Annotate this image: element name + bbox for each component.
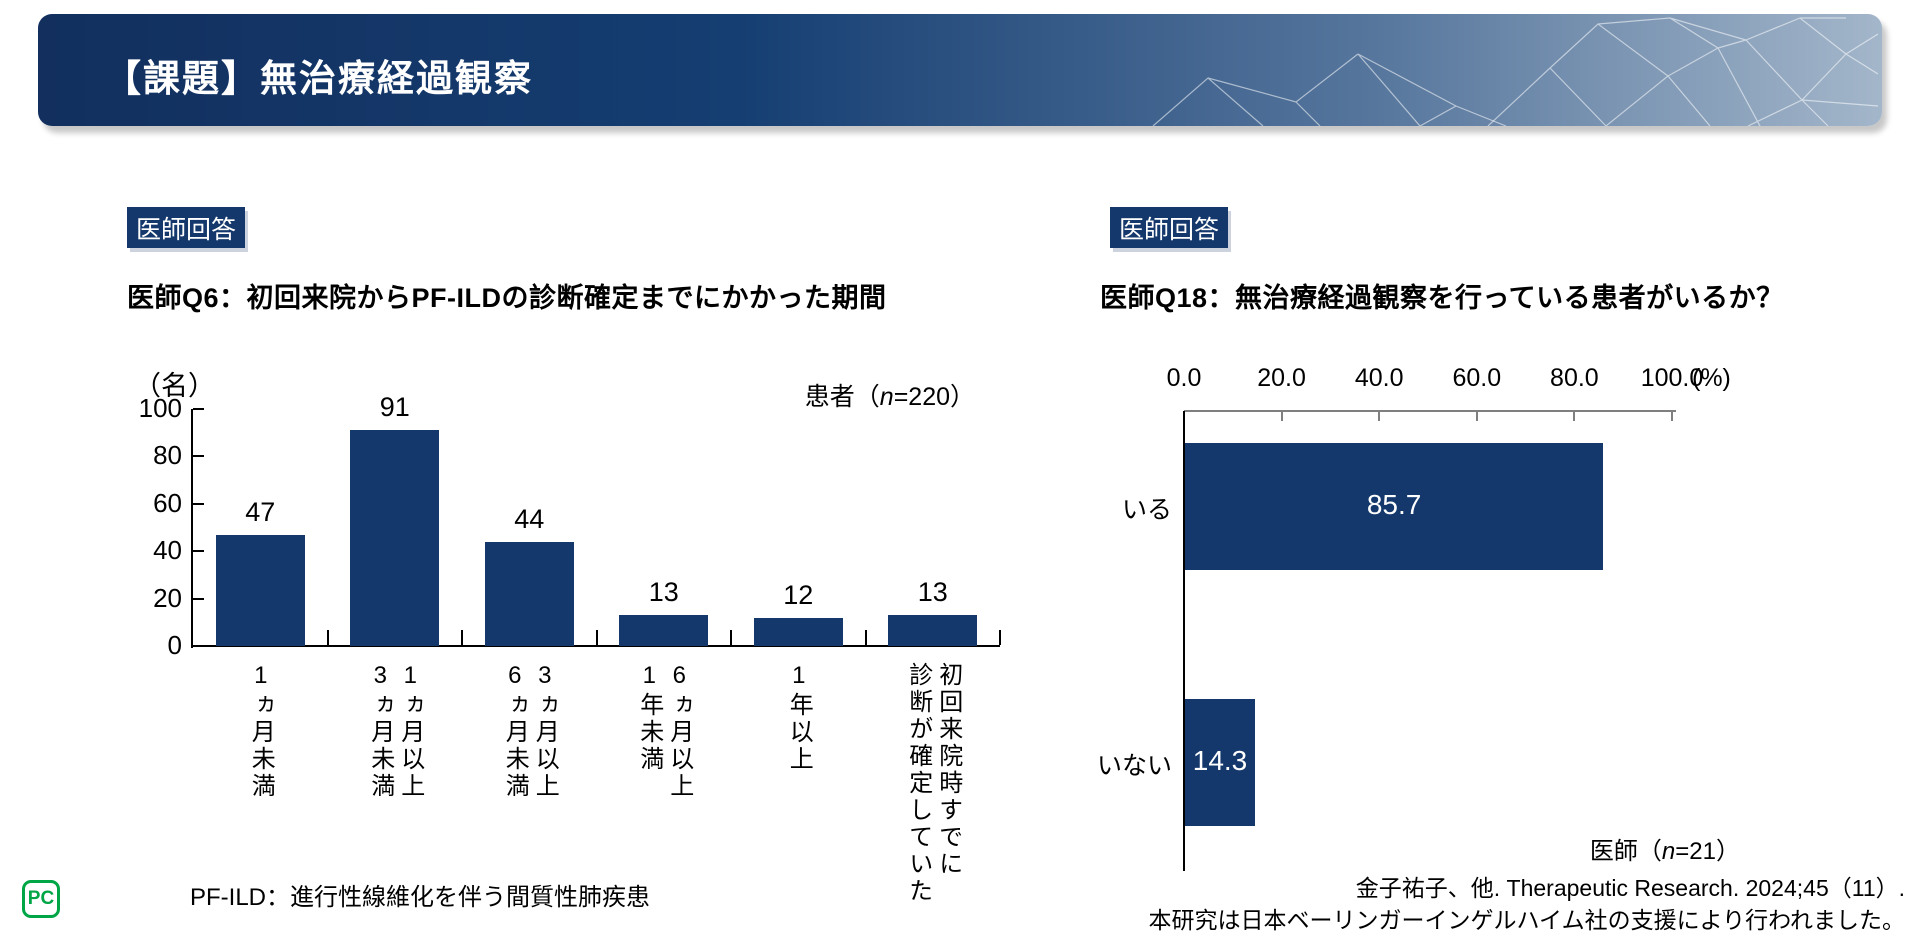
bar-value-label: 12	[783, 579, 814, 610]
left-y-axis-unit-label: （名）	[134, 371, 215, 401]
left-y-axis-tick-label: 80	[153, 440, 182, 471]
category-label: 1ヵ月以上 3ヵ月未満	[366, 662, 424, 800]
left-x-axis-tick	[999, 630, 1001, 645]
bar	[619, 615, 709, 646]
right-x-axis-tick-label: 20.0	[1257, 364, 1306, 392]
left-chart-title: 医師Q6：初回来院からPF-ILDの診断確定までにかかった期間	[127, 283, 887, 313]
category-label: 初回来院時すでに 診断が確定していた	[904, 662, 962, 905]
left-y-axis-tick-label: 40	[153, 535, 182, 566]
respondent-badge-left: 医師回答	[127, 207, 245, 248]
left-y-axis-tick-label: 20	[153, 582, 182, 613]
right-x-axis-unit-label: (%)	[1692, 364, 1731, 392]
bar	[1185, 699, 1255, 826]
network-mesh-graphic	[1152, 17, 1878, 126]
left-y-axis-tick	[193, 408, 204, 410]
left-y-axis-tick	[193, 455, 204, 458]
left-y-axis-tick	[193, 550, 204, 553]
left-sample-size-label: 患者（n=220）	[690, 377, 975, 413]
sample-n: n	[879, 383, 894, 411]
category-label: 1年以上	[785, 662, 813, 773]
category-label: いない	[1096, 752, 1172, 780]
bar	[888, 615, 978, 646]
right-sample-size-label: 医師（n=21）	[1540, 831, 1740, 866]
left-y-axis-tick-label: 100	[138, 393, 182, 423]
right-x-axis-tick	[1280, 412, 1283, 421]
right-x-axis-tick	[1573, 412, 1576, 421]
right-x-axis-tick-label: 0.0	[1166, 364, 1202, 392]
bar-value-label: 91	[379, 392, 410, 423]
bar	[215, 534, 305, 646]
right-x-axis-tick-label: 80.0	[1550, 364, 1599, 392]
sample-suffix: =220）	[893, 383, 975, 411]
left-y-axis-tick	[193, 502, 204, 505]
left-x-axis-tick	[461, 630, 463, 645]
left-y-axis-tick-label: 0	[167, 630, 182, 660]
bar-value-label: 85.7	[1366, 489, 1422, 520]
citation-line1: 金子祐子、他. Therapeutic Research. 2024;45（11…	[1355, 875, 1905, 901]
bar	[350, 430, 440, 646]
sample-n: n	[1661, 838, 1676, 865]
right-x-axis-tick-label: 40.0	[1354, 364, 1404, 392]
page-title: 【課題】無治療経過観察	[104, 58, 533, 99]
bar	[753, 617, 843, 646]
bar-value-label: 14.3	[1192, 745, 1248, 776]
citation-line2: 本研究は日本ベーリンガーインゲルハイム社の支援により行われました。	[1148, 907, 1905, 933]
left-x-axis-line	[191, 645, 1000, 647]
category-label: 1ヵ月未満	[247, 662, 275, 800]
right-x-axis-tick	[1671, 412, 1673, 421]
left-x-axis-tick	[730, 630, 732, 645]
sample-prefix: 患者（	[804, 383, 880, 411]
right-x-axis-tick	[1475, 412, 1478, 421]
bar-value-label: 44	[514, 503, 545, 534]
bar	[484, 541, 574, 646]
left-y-axis-line	[191, 409, 193, 648]
right-x-axis-line	[1184, 410, 1676, 412]
category-label: 6ヵ月以上 1年未満	[635, 662, 693, 800]
bar-value-label: 13	[648, 577, 679, 608]
pfild-footnote: PF-ILD：進行性線維化を伴う間質性肺疾患	[190, 884, 651, 911]
sample-suffix: =21）	[1675, 838, 1740, 865]
left-y-axis-tick	[193, 597, 204, 600]
right-x-axis-tick	[1378, 412, 1381, 421]
left-x-axis-tick	[595, 630, 598, 645]
left-y-axis-tick-label: 60	[153, 487, 182, 518]
bar-value-label: 47	[245, 496, 276, 527]
right-x-axis-tick-label: 60.0	[1452, 364, 1502, 392]
bar	[1185, 443, 1604, 570]
right-y-axis-line	[1183, 411, 1185, 871]
left-x-axis-tick	[326, 630, 329, 645]
header-banner: 【課題】無治療経過観察	[38, 14, 1882, 126]
bar-value-label: 13	[917, 577, 948, 608]
respondent-badge-right: 医師回答	[1110, 207, 1228, 248]
pc-logo: PC	[22, 880, 60, 918]
category-label: いる	[1121, 496, 1172, 524]
sample-prefix: 医師（	[1589, 838, 1662, 865]
right-chart-title: 医師Q18：無治療経過観察を行っている患者がいるか？	[1100, 283, 1784, 313]
category-label: 3ヵ月以上 6ヵ月未満	[501, 662, 559, 800]
left-x-axis-tick	[864, 630, 867, 645]
right-x-axis-tick-label: 100.0	[1640, 364, 1704, 392]
